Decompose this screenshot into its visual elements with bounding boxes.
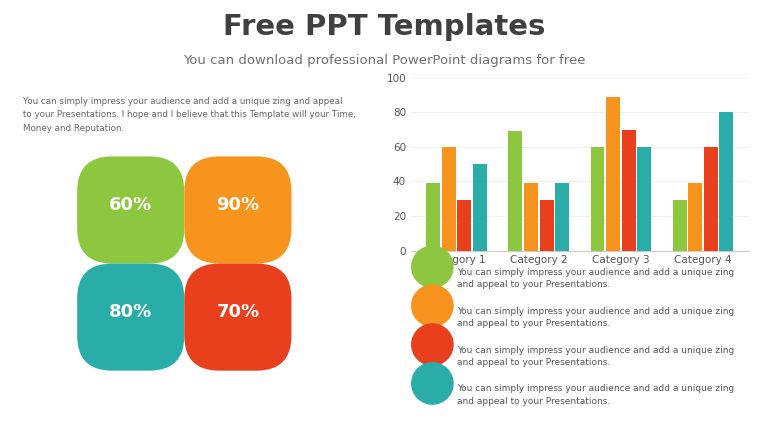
- Text: You can simply impress your audience and add a unique zing
and appeal to your Pr: You can simply impress your audience and…: [457, 307, 734, 328]
- Text: 60%: 60%: [109, 196, 152, 213]
- Circle shape: [412, 324, 453, 365]
- Text: 80%: 80%: [109, 303, 152, 321]
- Bar: [673, 200, 687, 251]
- FancyBboxPatch shape: [184, 156, 292, 264]
- Text: Free PPT Templates: Free PPT Templates: [223, 13, 545, 41]
- Bar: [703, 147, 718, 251]
- Bar: [473, 164, 487, 251]
- Bar: [622, 130, 636, 251]
- Circle shape: [412, 246, 453, 287]
- Bar: [637, 147, 651, 251]
- Bar: [540, 200, 554, 251]
- Text: You can simply impress your audience and add a unique zing
and appeal to your Pr: You can simply impress your audience and…: [457, 346, 734, 367]
- Text: 90%: 90%: [217, 196, 260, 213]
- Text: 70%: 70%: [217, 303, 260, 321]
- FancyBboxPatch shape: [77, 264, 184, 371]
- Bar: [720, 112, 733, 251]
- Bar: [606, 97, 620, 251]
- Text: You can simply impress your audience and add a unique zing
and appeal to your Pr: You can simply impress your audience and…: [457, 384, 734, 406]
- Circle shape: [412, 363, 453, 404]
- FancyBboxPatch shape: [184, 264, 292, 371]
- FancyBboxPatch shape: [77, 156, 184, 264]
- Text: You can download professional PowerPoint diagrams for free: You can download professional PowerPoint…: [183, 54, 585, 67]
- Bar: [426, 183, 440, 251]
- Bar: [555, 183, 569, 251]
- Circle shape: [412, 285, 453, 326]
- Text: You can simply impress your audience and add a unique zing and appeal
to your Pr: You can simply impress your audience and…: [23, 97, 356, 133]
- Bar: [688, 183, 702, 251]
- Bar: [508, 131, 522, 251]
- Bar: [442, 147, 456, 251]
- Text: You can simply impress your audience and add a unique zing
and appeal to your Pr: You can simply impress your audience and…: [457, 268, 734, 289]
- Bar: [591, 147, 604, 251]
- Bar: [524, 183, 538, 251]
- Bar: [458, 200, 472, 251]
